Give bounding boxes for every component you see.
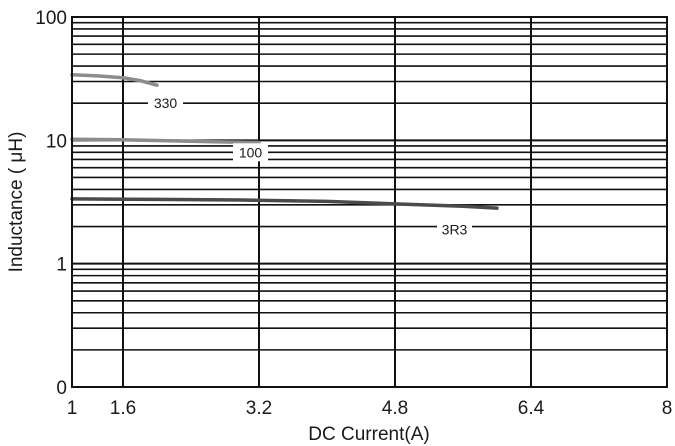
x-tick-labels: 1 1.6 3.2 4.8 6.4 8 [67, 398, 673, 419]
curve-label-100: 100 [239, 144, 263, 160]
y-axis-label: Inductance ( μH) [6, 132, 27, 273]
curve-label-bg [437, 220, 472, 239]
x-tick-label: 8 [662, 398, 673, 419]
grid [72, 17, 667, 387]
y-tick-label: 1 [56, 255, 67, 276]
series-line-330 [70, 73, 159, 87]
series-line-3R3 [70, 197, 499, 210]
x-tick-label: 4.8 [382, 398, 408, 419]
series-layer [70, 73, 499, 210]
curve-labels: 330 100 3R3 [148, 94, 472, 239]
y-tick-label: 10 [46, 131, 67, 152]
curve-label-330: 330 [154, 95, 178, 111]
y-tick-label: 0 [56, 378, 67, 399]
curve-label-bg [233, 143, 268, 162]
x-tick-label: 1.6 [110, 398, 136, 419]
series-line-100 [70, 137, 261, 145]
x-tick-label: 1 [67, 398, 78, 419]
x-tick-label: 6.4 [518, 398, 545, 419]
x-tick-label: 3.2 [246, 398, 272, 419]
x-axis-label: DC Current(A) [308, 424, 429, 445]
curve-label-3R3: 3R3 [442, 221, 468, 237]
curve-label-bg [148, 94, 183, 113]
y-tick-label: 100 [35, 8, 67, 29]
plot-frame [71, 16, 668, 388]
